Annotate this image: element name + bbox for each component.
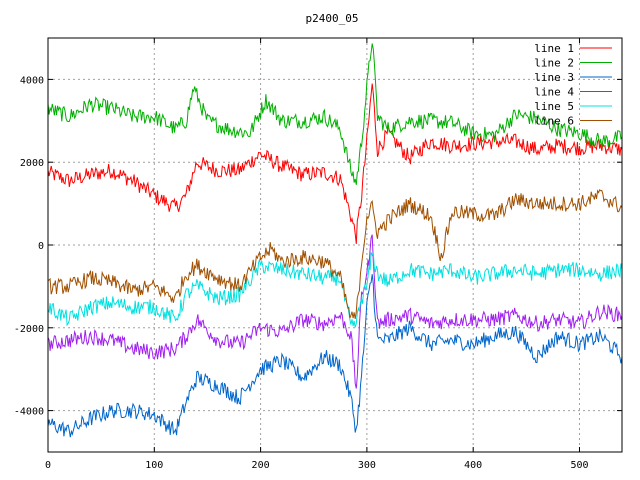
legend-label: line 2 [534, 57, 574, 70]
x-tick-label: 400 [464, 460, 482, 471]
series-line-3 [48, 274, 622, 438]
series-line-1 [48, 83, 622, 244]
series-line-4 [48, 234, 622, 389]
x-tick-label: 100 [145, 460, 163, 471]
y-tick-label: 0 [38, 241, 44, 252]
x-tick-label: 200 [252, 460, 270, 471]
legend-label: line 1 [534, 42, 574, 55]
chart-title: p2400_05 [306, 12, 359, 25]
x-tick-label: 500 [570, 460, 588, 471]
series-line-6 [48, 188, 622, 319]
series-line-2 [48, 43, 622, 185]
x-tick-label: 0 [45, 460, 51, 471]
grid-lines [48, 38, 622, 452]
legend-label: line 5 [534, 100, 574, 113]
legend-label: line 3 [534, 71, 574, 84]
x-tick-label: 300 [358, 460, 376, 471]
series-layer [48, 43, 622, 438]
y-tick-label: 2000 [20, 158, 44, 169]
y-tick-label: 4000 [20, 75, 44, 86]
x-axis-ticks: 0 100 200 300 400 500 [45, 38, 589, 471]
legend-label: line 6 [534, 115, 574, 128]
y-tick-label: -4000 [14, 407, 44, 418]
y-tick-label: -2000 [14, 324, 44, 335]
series-line-5 [48, 252, 622, 328]
y-axis-ticks: -4000 -2000 0 2000 4000 [14, 75, 622, 418]
legend-label: line 4 [534, 86, 574, 99]
